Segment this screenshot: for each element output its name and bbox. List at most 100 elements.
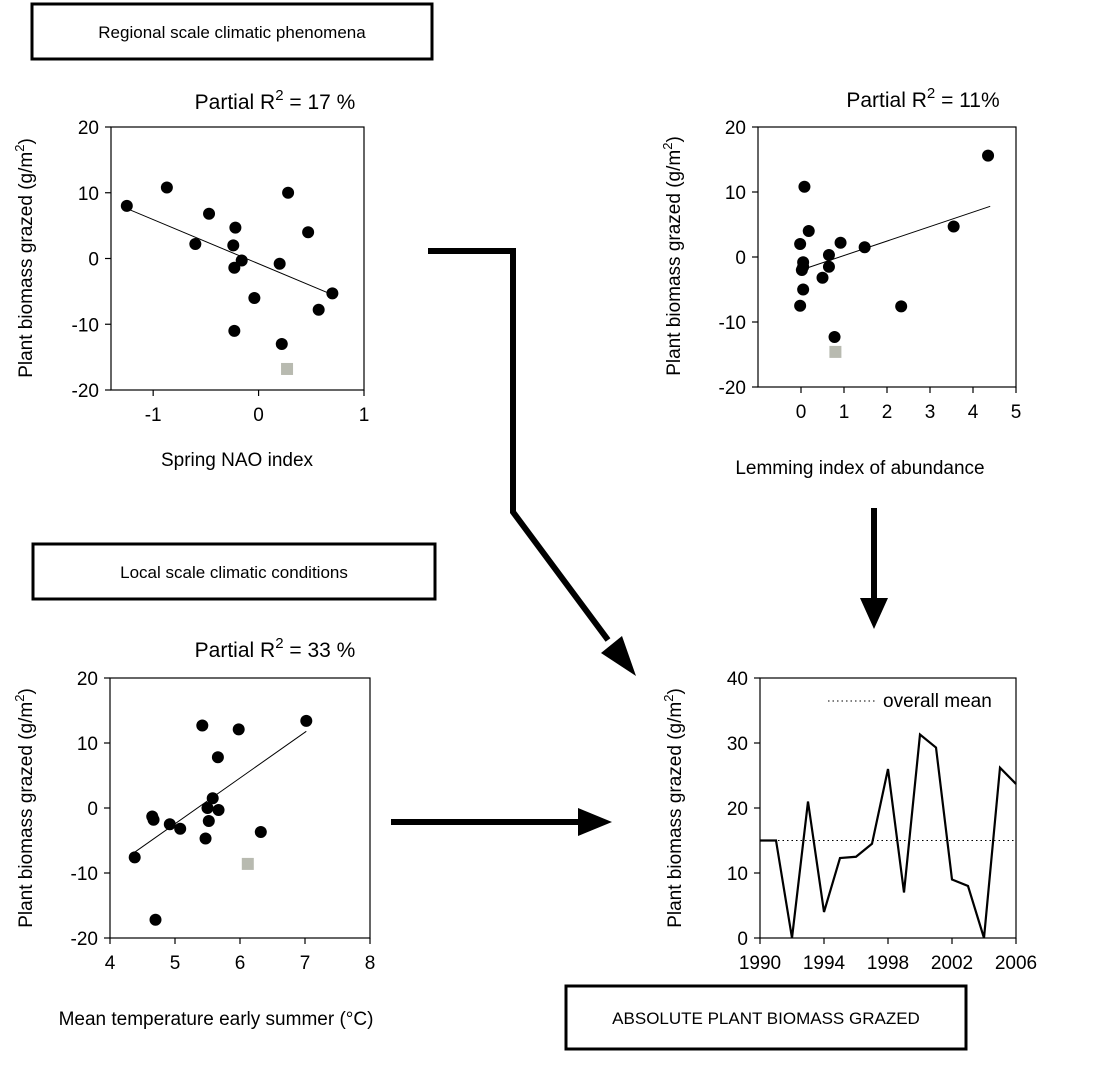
y-axis-label-close: ) [665, 688, 686, 694]
y-tick-label: 20 [727, 799, 748, 820]
data-point [326, 287, 339, 300]
y-axis-label-sup: 2 [12, 695, 27, 702]
title-sup: 2 [275, 87, 283, 104]
data-point [795, 264, 808, 276]
data-point [160, 181, 173, 194]
title-value: = 11% [935, 89, 999, 112]
y-tick-label: 10 [725, 183, 746, 204]
y-tick-label: -20 [71, 929, 98, 950]
outlier-point [829, 345, 842, 358]
regional-box: Regional scale climatic phenomena [30, 2, 434, 61]
x-tick-label: 5 [170, 953, 181, 974]
y-axis-label-text: Plant biomass grazed (g/m [664, 150, 685, 376]
y-axis-label: Plant biomass grazed (g/m2) [12, 138, 37, 378]
data-point [206, 792, 219, 805]
x-tick-label: 2002 [931, 953, 973, 974]
title-sup: 2 [927, 85, 935, 102]
y-axis-label: Plant biomass grazed (g/m2) [660, 136, 685, 376]
data-point [828, 330, 841, 343]
x-axis-label: Lemming index of abundance [735, 458, 984, 479]
x-tick-label: 1990 [739, 953, 781, 974]
data-point [312, 303, 325, 316]
title-sup: 2 [275, 635, 283, 652]
data-point [248, 291, 261, 304]
x-tick-label: 4 [105, 953, 116, 974]
y-axis-label-text: Plant biomass grazed (g/m [16, 702, 37, 928]
plot-frame [757, 126, 1017, 388]
x-tick-label: 1994 [803, 953, 846, 974]
x-tick-label: 8 [365, 953, 376, 974]
data-point [147, 813, 160, 826]
regression-line [126, 208, 333, 296]
chart-lemming: 20 10 0 -10 -20 0 1 2 3 4 5 Plant biomass grazed (g… [660, 85, 1021, 479]
y-tick-label: 30 [727, 734, 748, 755]
x-axis-label: Mean temperature early summer (°C) [59, 1009, 374, 1030]
x-tick-label: 1 [359, 405, 370, 426]
data-point [189, 238, 202, 251]
data-point [254, 826, 267, 839]
data-point [275, 337, 288, 350]
x-tick-label: 2 [882, 402, 893, 423]
chart-title: Partial R2 = 33 % [195, 635, 356, 662]
title-text: Partial R [195, 91, 276, 114]
chart-temperature: 20 10 0 -10 -20 4 5 6 7 8 Plant biomass grazed (g/… [12, 635, 375, 1030]
title-text: Partial R [846, 89, 927, 112]
y-axis-label-close: ) [16, 688, 37, 694]
y-tick-label: -10 [719, 313, 746, 334]
y-tick-label: 0 [88, 250, 99, 271]
data-point [202, 815, 215, 827]
y-axis-label-sup: 2 [661, 695, 676, 702]
y-axis-label-sup: 2 [12, 145, 27, 152]
y-axis-label: Plant biomass grazed (g/m2) [661, 688, 686, 928]
y-tick-label: 0 [87, 799, 98, 820]
local-box: Local scale climatic conditions [31, 542, 437, 601]
data-point [196, 719, 209, 732]
data-point [201, 802, 214, 814]
data-point [273, 257, 286, 270]
data-point [797, 283, 810, 296]
data-point [229, 221, 242, 234]
y-tick-label: 40 [727, 669, 748, 690]
plot-frame [759, 677, 1017, 939]
x-tick-label: 1 [839, 402, 850, 423]
x-tick-label: 7 [300, 953, 311, 974]
title-value: = 33 % [284, 639, 356, 662]
data-point [834, 236, 847, 249]
data-point [302, 226, 315, 239]
data-point [822, 260, 835, 273]
chart-title: Partial R2 = 17 % [195, 87, 356, 114]
x-tick-label: 3 [925, 402, 936, 423]
y-tick-label: -10 [72, 315, 99, 336]
x-tick-label: 5 [1011, 402, 1022, 423]
y-axis-label-close: ) [664, 136, 685, 142]
x-axis-label: Spring NAO index [161, 450, 314, 471]
data-point [300, 714, 313, 727]
x-tick-label: 0 [253, 405, 264, 426]
y-tick-label: 0 [737, 929, 748, 950]
y-tick-label: 20 [77, 669, 98, 690]
data-point [798, 180, 811, 193]
regional-box-label: Regional scale climatic phenomena [98, 23, 366, 42]
data-point [858, 241, 871, 254]
data-point [232, 723, 245, 736]
y-tick-label: -20 [719, 378, 746, 399]
local-box-label: Local scale climatic conditions [120, 563, 348, 582]
data-point [947, 220, 960, 233]
arrow-nao-to-absolute [428, 248, 636, 676]
y-axis-label-sup: 2 [660, 143, 675, 150]
title-text: Partial R [195, 639, 276, 662]
data-point [120, 199, 133, 212]
y-tick-label: -20 [72, 381, 99, 402]
y-axis-label-text: Plant biomass grazed (g/m [16, 152, 37, 378]
data-point [211, 751, 224, 764]
arrow-lemming-to-absolute [860, 508, 888, 629]
data-point [199, 832, 212, 845]
data-point [203, 207, 216, 220]
y-axis-label: Plant biomass grazed (g/m2) [12, 688, 37, 928]
data-point [163, 818, 176, 831]
series-line [760, 732, 1017, 939]
data-point [822, 249, 835, 262]
y-axis-label-text: Plant biomass grazed (g/m [665, 702, 686, 928]
y-tick-label: 20 [725, 118, 746, 139]
arrow-temperature-to-absolute [391, 808, 612, 836]
